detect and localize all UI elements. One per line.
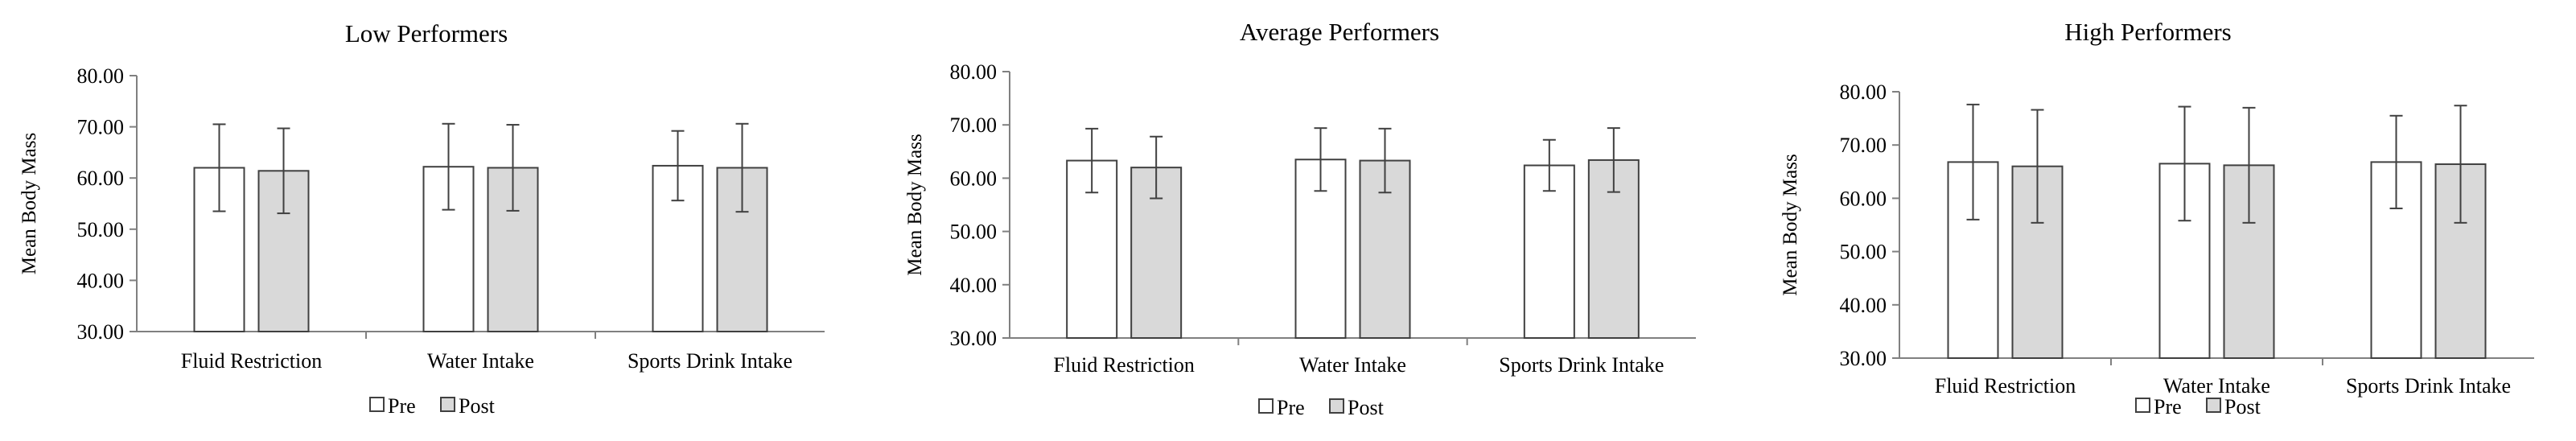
legend-swatch-post [1329,398,1344,414]
y-tick-label: 70.00 [950,113,998,137]
y-tick-label: 50.00 [950,220,998,244]
y-tick-label: 40.00 [950,274,998,297]
y-tick-label: 40.00 [1840,294,1887,317]
y-tick-label: 70.00 [1840,134,1887,157]
legend-swatch-pre [2135,398,2150,413]
chart-panel-1: Low Performers Mean Body Mass 30.00 40.00 50… [19,19,825,418]
legend: Pre Post [2135,395,2261,418]
y-tick-label: 60.00 [950,167,998,190]
legend: Pre Post [1258,396,1385,419]
x-tick-label: Sports Drink Intake [2346,374,2511,398]
legend-swatch-post [2206,398,2221,413]
chart-panel-2: Average Performers Mean Body Mass 30.00 40.… [904,18,1696,419]
x-tick-label: Fluid Restriction [1053,353,1195,377]
x-tick-label: Sports Drink Intake [628,349,792,373]
y-tick-label: 80.00 [77,64,125,88]
y-tick-label: 60.00 [1840,187,1887,210]
y-axis-label: Mean Body Mass [1780,154,1801,295]
y-axis-label: Mean Body Mass [904,134,926,275]
x-tick-label: Water Intake [2163,374,2270,398]
chart-title: Low Performers [345,19,508,47]
legend-label-pre: Pre [1277,396,1305,419]
y-tick-label: 40.00 [77,269,125,292]
legend-label-pre: Pre [2154,395,2182,418]
legend-label-pre: Pre [388,394,416,418]
y-tick-label: 30.00 [77,320,125,344]
bar-pre-3 [1523,164,1575,339]
legend-label-post: Post [1348,396,1385,419]
y-tick-label: 80.00 [1840,80,1887,104]
y-tick-label: 60.00 [77,167,125,190]
y-tick-label: 30.00 [950,327,998,350]
x-tick-label: Fluid Restriction [181,349,323,373]
y-tick-label: 80.00 [950,60,998,84]
legend-swatch-pre [1258,398,1274,414]
bar-post-1 [1130,167,1183,339]
legend: Pre Post [369,394,496,418]
chart-panel-3: High Performers Mean Body Mass 30.00 40.00 5… [1780,18,2534,418]
legend-label-post: Post [459,394,496,418]
chart-title: Average Performers [1240,18,1439,46]
legend-swatch-post [440,397,455,412]
x-tick-label: Water Intake [1299,353,1406,377]
x-tick-label: Fluid Restriction [1935,374,2076,398]
y-axis-label: Mean Body Mass [19,133,40,274]
x-tick-label: Sports Drink Intake [1499,353,1664,377]
x-tick-label: Water Intake [427,349,534,373]
legend-label-post: Post [2224,395,2261,418]
legend-swatch-pre [369,397,385,412]
y-tick-label: 50.00 [77,218,125,241]
y-tick-label: 70.00 [77,116,125,139]
chart-title: High Performers [2064,18,2231,46]
y-tick-label: 50.00 [1840,241,1887,264]
y-tick-label: 30.00 [1840,347,1887,370]
